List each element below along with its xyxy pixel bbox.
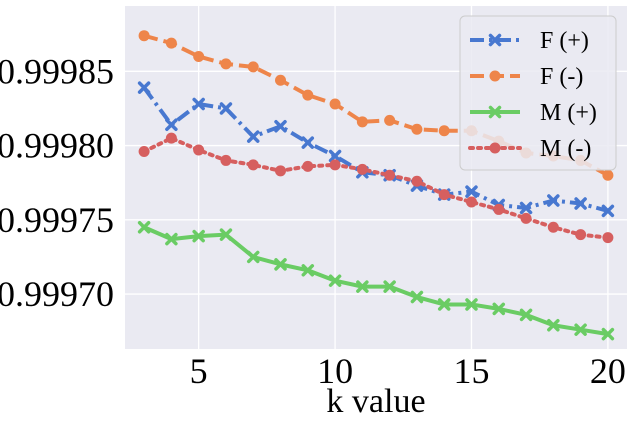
data-point-m-plus <box>328 274 342 287</box>
data-point-m-minus <box>493 203 505 215</box>
data-point-m-minus <box>275 165 287 177</box>
data-point-f-minus <box>329 98 341 110</box>
data-point-m-minus <box>329 159 341 171</box>
tick-labels: 5 10 15 20 0.99970 0.99975 0.99980 0.99985 <box>0 51 626 391</box>
data-point-f-plus <box>165 118 178 132</box>
data-point-m-plus <box>137 220 151 234</box>
series-layer <box>137 30 615 341</box>
series-m-plus <box>137 220 615 341</box>
legend-label: F (-) <box>540 64 583 90</box>
data-point-m-minus <box>438 189 450 201</box>
data-point-m-minus <box>356 163 368 175</box>
data-point-f-minus <box>302 89 314 101</box>
data-point-f-plus <box>574 197 587 210</box>
data-point-m-plus <box>356 280 369 293</box>
data-point-f-minus <box>220 58 232 70</box>
data-point-f-minus <box>356 116 368 128</box>
x-tick-label: 15 <box>453 351 489 391</box>
legend-label: F (+) <box>540 28 589 54</box>
data-point-m-minus <box>302 160 314 172</box>
data-point-m-plus <box>519 308 533 322</box>
legend-item: M (-) <box>468 136 591 162</box>
data-point-m-plus <box>574 323 587 336</box>
data-point-m-plus <box>547 318 560 332</box>
data-point-m-plus <box>246 250 260 264</box>
data-point-f-minus <box>138 30 150 42</box>
data-point-f-minus <box>247 61 259 73</box>
y-tick-label: 0.99975 <box>0 200 114 240</box>
y-tick-label: 0.99980 <box>0 126 114 166</box>
data-point-m-minus <box>247 159 259 171</box>
legend-item: F (-) <box>470 64 583 90</box>
data-point-f-plus <box>328 149 342 163</box>
data-point-m-plus <box>601 327 615 341</box>
data-point-m-minus <box>384 169 396 181</box>
legend-marker <box>488 33 502 47</box>
x-tick-label: 20 <box>590 351 626 391</box>
data-point-m-plus <box>465 298 478 311</box>
series-line-f-plus <box>142 86 609 213</box>
legend-box <box>459 15 617 171</box>
data-point-f-plus <box>519 201 533 215</box>
data-point-f-plus <box>465 185 478 198</box>
data-point-m-plus <box>219 228 233 241</box>
data-point-m-minus <box>220 154 232 166</box>
data-point-f-plus <box>192 97 205 111</box>
series-m-minus <box>138 132 614 244</box>
data-point-m-minus <box>165 132 177 144</box>
legend: F (+) F (-) M (+) M (-) <box>459 15 617 171</box>
data-point-m-plus <box>437 298 451 311</box>
legend-label: M (+) <box>540 100 597 126</box>
data-point-m-plus <box>492 302 506 316</box>
data-point-f-minus <box>193 50 205 62</box>
legend-item: F (+) <box>470 28 589 54</box>
data-point-f-plus <box>274 120 287 133</box>
legend-marker <box>489 70 501 82</box>
data-point-f-plus <box>601 204 615 218</box>
data-point-f-minus <box>438 125 450 137</box>
data-point-m-plus <box>192 229 205 243</box>
data-point-m-plus <box>383 280 396 293</box>
y-tick-label: 0.99985 <box>0 51 114 91</box>
legend-label: M (-) <box>540 136 591 162</box>
legend-marker <box>488 105 502 119</box>
data-point-m-minus <box>138 146 150 158</box>
data-point-f-minus <box>165 37 177 49</box>
series-line-m-plus <box>143 225 609 337</box>
data-point-m-minus <box>193 144 205 156</box>
data-point-f-plus <box>219 102 233 115</box>
y-tick-label: 0.99970 <box>0 274 114 314</box>
data-point-m-plus <box>274 258 287 271</box>
data-point-m-plus <box>165 232 178 246</box>
data-point-f-minus <box>384 114 396 126</box>
data-point-m-plus <box>410 290 424 304</box>
data-point-m-minus <box>602 232 614 244</box>
data-point-m-minus <box>575 229 587 241</box>
x-tick-label: 10 <box>317 351 353 391</box>
data-point-m-minus <box>547 221 559 233</box>
legend-item: M (+) <box>470 100 597 126</box>
data-point-m-minus <box>411 175 423 187</box>
data-point-f-minus <box>411 123 423 135</box>
data-point-f-plus <box>301 136 315 149</box>
data-point-f-minus <box>275 74 287 86</box>
data-point-m-minus <box>465 196 477 208</box>
legend-marker <box>489 142 501 154</box>
data-point-f-plus <box>547 194 560 207</box>
data-point-f-plus <box>137 81 151 94</box>
data-point-m-minus <box>520 212 532 224</box>
data-point-m-plus <box>301 264 315 277</box>
x-axis-label: k value <box>326 383 425 420</box>
data-point-f-plus <box>246 130 260 143</box>
data-point-f-minus <box>602 169 614 181</box>
x-tick-label: 5 <box>190 351 208 391</box>
